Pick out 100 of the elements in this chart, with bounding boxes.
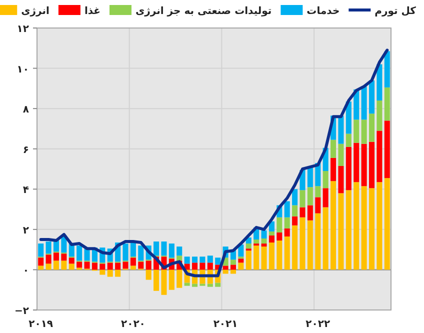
bar [346,190,352,270]
bar [68,258,74,264]
bar [38,244,44,257]
bar [115,262,121,270]
bar [246,244,252,249]
bar [168,244,174,258]
bar [161,270,167,295]
bar [84,262,90,269]
bar [300,217,306,270]
bar [346,134,352,147]
bar [107,262,113,270]
bar [53,260,60,270]
bar [38,258,44,266]
bar [307,220,313,270]
bar [130,242,136,257]
bar [361,86,367,120]
bar [276,217,282,232]
bar [361,120,367,144]
bar [300,207,306,218]
bar [376,64,382,101]
bar [200,262,206,270]
bar [192,262,198,270]
y-tick-label: ۱۰ [16,64,29,76]
bar [376,100,382,131]
bar [338,116,344,144]
bar [222,270,228,274]
bar [268,242,274,270]
bar [53,252,60,261]
line-series [39,48,389,278]
bar [292,225,298,270]
bar [230,270,236,274]
bar [354,120,360,143]
bar [338,144,344,166]
bar [107,270,113,277]
bar [322,188,328,208]
bar [184,256,190,264]
bar [238,262,244,270]
bar [268,235,274,243]
bar [368,188,375,270]
bar [76,262,82,268]
bar [307,205,313,220]
bar [122,244,128,261]
bar [361,186,367,270]
bar [384,178,390,270]
bar [238,258,244,263]
bar [254,246,260,270]
bar [330,158,336,182]
bar [138,262,144,269]
bar [192,256,198,263]
bar [138,246,144,261]
bar [284,236,290,270]
bar [261,238,267,244]
bar [376,130,382,182]
bar [61,254,67,261]
bar [307,166,313,188]
bar [154,242,160,256]
bar [330,181,336,270]
bar [222,266,228,270]
bar [330,140,336,158]
bar [161,242,167,256]
bar [38,266,44,270]
y-tick-label: −۲ [14,306,29,317]
bar [254,240,260,244]
bar [276,232,282,241]
bar [154,270,160,291]
bar [346,146,352,190]
bar [100,270,106,275]
bar [146,270,152,280]
legend-label: انرژی [21,6,50,17]
bar [207,262,213,270]
bar [322,171,328,188]
bar [338,193,344,270]
bar [200,256,206,263]
bar [368,80,375,114]
bar [307,187,313,206]
bar [61,260,67,270]
bar [176,256,182,261]
bar [168,270,174,290]
bar [276,240,282,270]
bar [284,228,290,236]
bar [207,284,213,287]
bar [368,142,375,188]
bar [215,282,221,287]
bar [230,264,236,270]
bar [192,284,198,287]
y-tick-label: ۲ [22,225,29,236]
bar [338,166,344,194]
bar [184,282,190,286]
bar [176,270,182,288]
bar [246,250,252,270]
bar [261,246,267,270]
bar [68,264,74,270]
bar [292,216,298,226]
bar [354,142,360,182]
legend-label: تولیدات صنعتی به جز انرژی [135,6,272,17]
y-tick-label: ۱۲ [16,24,29,35]
y-tick-label: ۶ [22,144,29,156]
x-tick-label: ۲۰۲۱ [213,319,238,330]
bar [146,260,152,270]
bar [76,246,82,261]
